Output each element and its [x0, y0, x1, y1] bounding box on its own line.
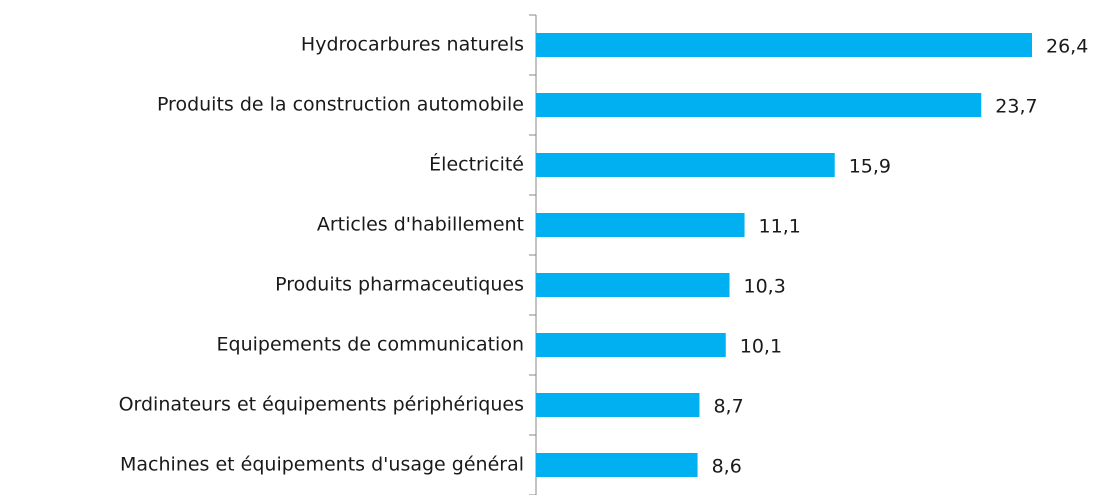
bar — [536, 273, 730, 297]
value-label: 10,1 — [740, 336, 782, 358]
value-label: 8,7 — [713, 396, 743, 418]
category-label: Machines et équipements d'usage général — [120, 454, 524, 476]
bar — [536, 453, 698, 477]
bar — [536, 393, 700, 417]
value-label: 23,7 — [995, 96, 1037, 118]
bar — [536, 333, 726, 357]
category-label: Equipements de communication — [217, 334, 525, 356]
bar — [536, 93, 982, 117]
category-label: Ordinateurs et équipements périphériques — [119, 394, 524, 416]
category-label: Hydrocarbures naturels — [301, 34, 524, 56]
bar — [536, 213, 745, 237]
bar — [536, 33, 1032, 57]
value-label: 11,1 — [759, 216, 801, 238]
bar — [536, 153, 835, 177]
value-label: 8,6 — [712, 456, 742, 478]
value-label: 26,4 — [1046, 36, 1088, 58]
value-label: 10,3 — [744, 276, 786, 298]
category-label: Articles d'habillement — [317, 214, 524, 236]
category-label: Électricité — [429, 153, 524, 176]
category-label: Produits pharmaceutiques — [275, 274, 524, 296]
category-label: Produits de la construction automobile — [157, 94, 524, 116]
value-label: 15,9 — [849, 156, 891, 178]
